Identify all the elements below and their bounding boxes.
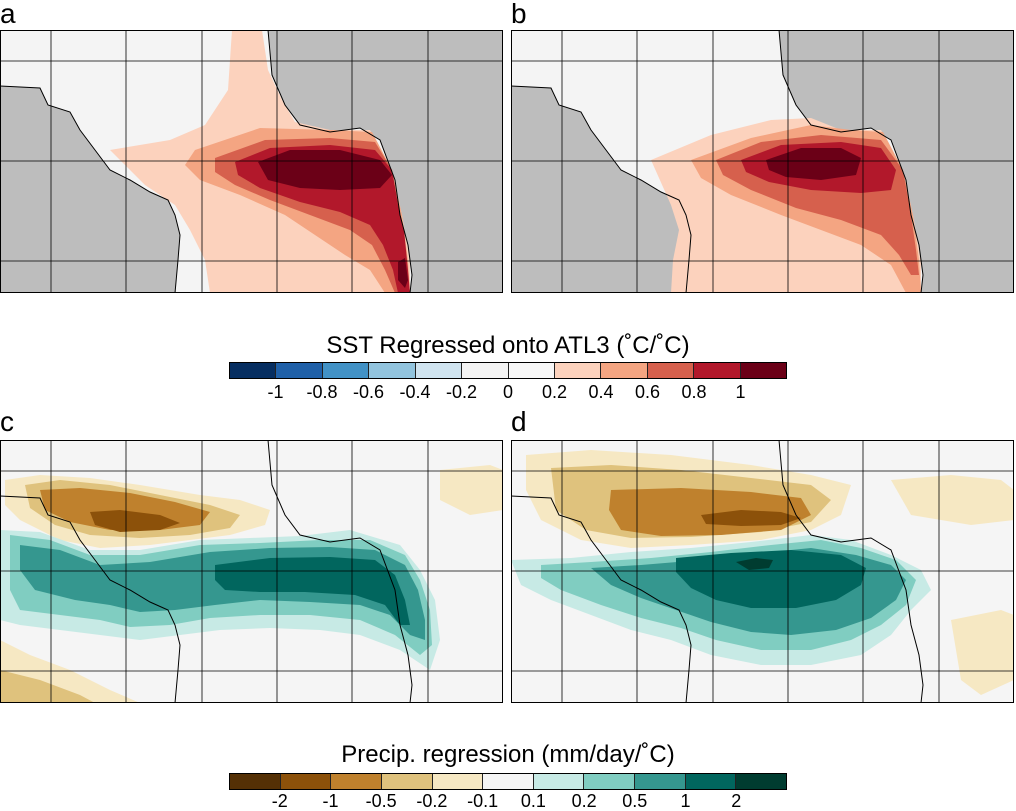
colorbar-swatch xyxy=(635,774,686,789)
colorbar-tick-label: 1 xyxy=(680,791,691,811)
coastline-africa xyxy=(267,440,413,703)
colorbar-swatch xyxy=(601,363,648,378)
colorbar-swatch xyxy=(740,363,787,378)
map-frame xyxy=(511,30,1014,293)
colorbar-tick-label: -0.4 xyxy=(399,382,431,402)
coastline-south-america xyxy=(0,85,181,293)
coastline-africa xyxy=(267,30,413,293)
colorbar-tick-label: -1 xyxy=(322,791,339,811)
colorbar-tick-label: -0.2 xyxy=(445,382,478,402)
colorbar-swatch xyxy=(736,774,787,789)
panel-label-c: c xyxy=(0,406,14,437)
colorbar-tick-label: 0.1 xyxy=(520,791,546,811)
colorbar-swatch xyxy=(533,774,585,789)
colorbar-tick-label: -2 xyxy=(271,791,288,811)
colorbar-swatch xyxy=(432,774,484,789)
colorbar-swatch xyxy=(584,774,636,789)
precip-contour-neg-0.1-ne xyxy=(891,475,1014,525)
precip-contour-neg-0.1-se xyxy=(951,610,1014,695)
precip-map-c xyxy=(0,440,503,703)
colorbar-swatch xyxy=(483,774,534,789)
colorbar-swatch xyxy=(276,363,323,378)
colorbar-tick-label: -1 xyxy=(267,382,284,402)
colorbar-swatch xyxy=(508,363,555,378)
colorbar-swatch xyxy=(685,774,737,789)
colorbar-swatch xyxy=(554,363,602,378)
coastline-africa xyxy=(778,30,924,293)
colorbar-swatch xyxy=(369,363,416,378)
sst-colorbar xyxy=(229,362,787,379)
map-frame xyxy=(0,440,503,703)
colorbar-swatch xyxy=(322,363,370,378)
precip-contour-neg-0.2-south xyxy=(0,670,95,703)
coastline-south-america xyxy=(511,495,692,703)
colorbar-swatch xyxy=(415,363,463,378)
map-grid xyxy=(0,440,503,703)
precip-contour-1 xyxy=(215,557,410,625)
colorbar-tick-label: -0.1 xyxy=(467,791,499,811)
coastline-south-america xyxy=(0,495,181,703)
africa-land xyxy=(779,30,1014,293)
coastline-south-america xyxy=(511,85,692,293)
colorbar-tick-label: 2 xyxy=(731,791,742,811)
colorbar-tick-label: -0.5 xyxy=(365,791,397,811)
colorbar-swatch xyxy=(230,774,281,789)
sst-map-b xyxy=(511,30,1014,293)
colorbar-tick-label: 0.2 xyxy=(571,791,597,811)
colorbar-tick-label: -0.2 xyxy=(416,791,448,811)
map-grid xyxy=(0,30,503,293)
colorbar-swatch xyxy=(230,363,277,378)
sst-map-a xyxy=(0,30,503,293)
colorbar-tick-label: 0.2 xyxy=(541,382,568,402)
map-frame xyxy=(0,30,503,293)
colorbar-tick-label: 0 xyxy=(502,382,514,402)
colorbar-tick-label: 0.4 xyxy=(588,382,614,402)
precip-contour-neg-1-north xyxy=(90,510,180,532)
colorbar-tick-label: 0.6 xyxy=(634,382,661,402)
colorbar-tick-label: -0.8 xyxy=(306,382,338,402)
colorbar-swatch xyxy=(381,774,433,789)
colorbar-swatch xyxy=(694,363,741,378)
panel-label-b: b xyxy=(511,0,527,29)
map-grid xyxy=(511,30,1014,293)
colorbar-swatch xyxy=(462,363,509,378)
precip-contour-neg-0.1-ne xyxy=(440,465,503,515)
africa-land xyxy=(268,30,503,293)
colorbar-swatch xyxy=(647,363,695,378)
panel-label-d: d xyxy=(511,406,527,437)
south-america-land xyxy=(511,86,691,293)
precip-colorbar xyxy=(229,773,787,790)
precip-contour-1 xyxy=(676,550,866,608)
colorbar-tick-label: 0.8 xyxy=(681,382,707,402)
precip-contour-2 xyxy=(736,558,773,570)
south-america-land xyxy=(0,86,180,293)
panel-label-a: a xyxy=(0,0,16,29)
sst-colorbar-title: SST Regressed onto ATL3 (˚C/˚C) xyxy=(326,332,690,359)
precip-map-d xyxy=(511,440,1014,703)
colorbar-swatch xyxy=(280,774,332,789)
sst-contour-1 xyxy=(766,148,861,180)
sst-contour-1-south xyxy=(398,258,408,288)
precip-colorbar-title: Precip. regression (mm/day/˚C) xyxy=(341,741,675,768)
map-grid xyxy=(511,440,1014,703)
colorbar-swatch xyxy=(331,774,382,789)
map-frame xyxy=(511,440,1014,703)
sst-contour-1 xyxy=(258,150,392,190)
colorbar-tick-label: 1 xyxy=(735,382,746,402)
colorbar-tick-label: -0.6 xyxy=(352,382,385,402)
precip-contour-neg-1-north xyxy=(701,510,801,526)
coastline-africa xyxy=(778,440,924,703)
colorbar-tick-label: 0.5 xyxy=(622,791,648,811)
